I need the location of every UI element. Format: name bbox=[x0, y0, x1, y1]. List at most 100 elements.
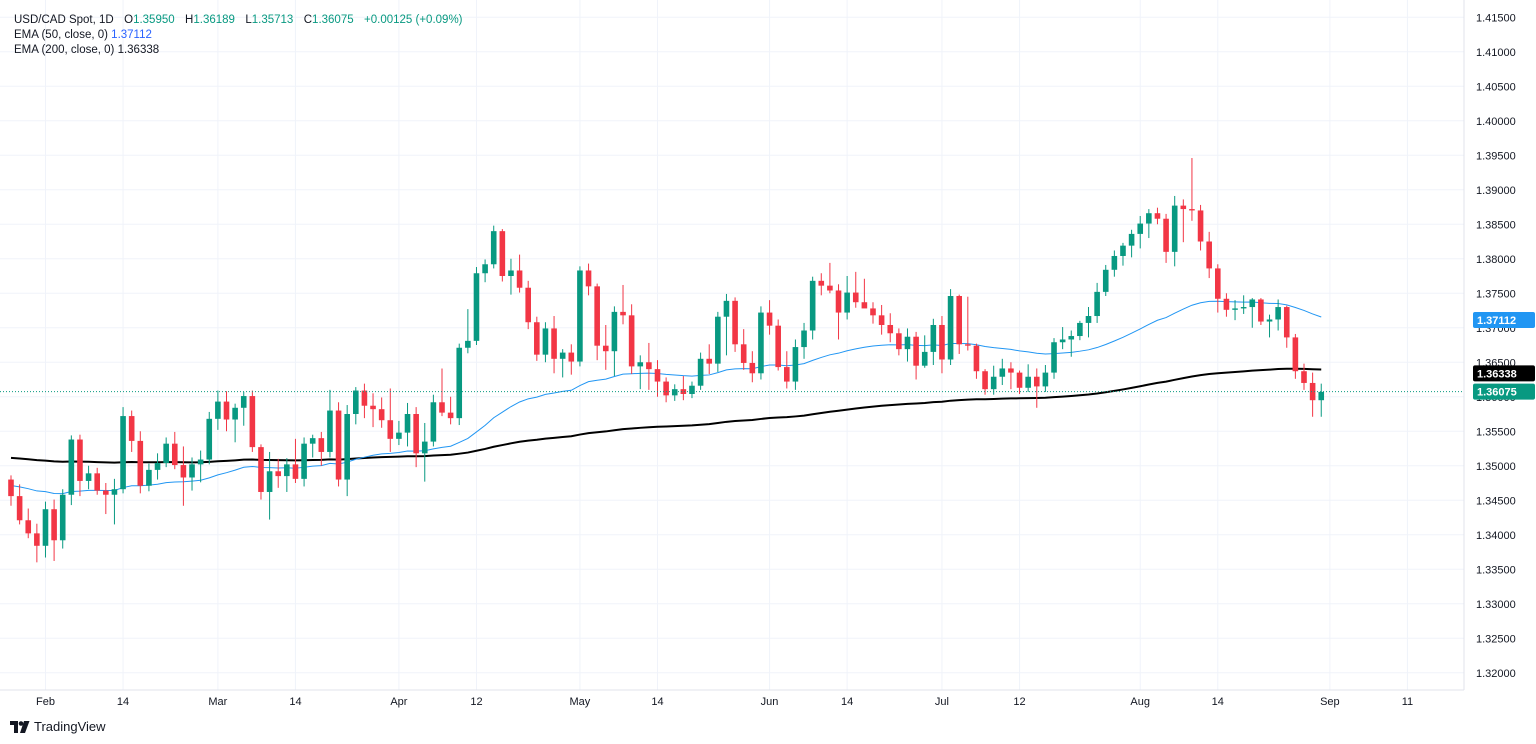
candle-body bbox=[827, 285, 833, 291]
x-tick-label: Aug bbox=[1130, 696, 1150, 708]
candle-body bbox=[706, 358, 713, 364]
candle bbox=[896, 328, 902, 356]
tradingview-logo[interactable]: TradingView bbox=[10, 719, 106, 734]
candle-body bbox=[508, 270, 514, 276]
candle-body bbox=[646, 362, 652, 370]
candle bbox=[25, 508, 32, 539]
candle bbox=[982, 369, 988, 395]
candle-body bbox=[111, 489, 118, 495]
y-tick-label: 1.35000 bbox=[1476, 461, 1516, 473]
candle-body bbox=[1292, 337, 1299, 372]
candle bbox=[525, 280, 531, 330]
close-label: C bbox=[303, 14, 313, 26]
candle bbox=[1258, 298, 1264, 325]
candle-body bbox=[982, 371, 988, 390]
candle-body bbox=[999, 368, 1006, 377]
candle-body bbox=[594, 286, 600, 346]
candle bbox=[628, 304, 635, 374]
grid bbox=[0, 0, 1464, 690]
candle bbox=[206, 411, 213, 465]
candle bbox=[361, 383, 368, 419]
candle-body bbox=[8, 479, 14, 497]
candle bbox=[749, 351, 756, 383]
candle bbox=[827, 262, 833, 294]
candle-body bbox=[766, 312, 773, 326]
candle-body bbox=[154, 462, 161, 470]
candle bbox=[42, 501, 49, 558]
candle bbox=[637, 355, 644, 390]
candle bbox=[1137, 215, 1144, 249]
candle bbox=[353, 387, 359, 425]
candle-body bbox=[1309, 382, 1316, 401]
candle bbox=[594, 283, 600, 361]
candle bbox=[732, 297, 738, 352]
candle bbox=[1033, 368, 1040, 408]
candle-body bbox=[344, 414, 350, 480]
x-tick-label: 14 bbox=[651, 696, 663, 708]
candle bbox=[1197, 204, 1204, 251]
ema50-badge: 1.37112 bbox=[1473, 312, 1535, 329]
candle-body bbox=[585, 270, 592, 287]
candle bbox=[249, 390, 256, 452]
candle-body bbox=[77, 439, 83, 481]
y-tick-label: 1.35500 bbox=[1476, 426, 1516, 438]
candle bbox=[404, 402, 411, 447]
candle-body bbox=[602, 345, 609, 352]
candle-body bbox=[387, 420, 394, 439]
legend: USD/CAD Spot, 1D O1.35950 H1.36189 L1.35… bbox=[14, 13, 463, 58]
candle bbox=[740, 329, 747, 370]
candle-body bbox=[947, 296, 954, 360]
candle bbox=[344, 405, 350, 497]
candle-body bbox=[1120, 245, 1126, 256]
candle bbox=[180, 446, 187, 506]
candle bbox=[887, 313, 894, 343]
candle-body bbox=[309, 438, 316, 444]
candle-body bbox=[146, 469, 152, 486]
ema50-row[interactable]: EMA (50, close, 0) 1.37112 bbox=[14, 28, 463, 43]
candle-body bbox=[835, 290, 842, 313]
candle bbox=[171, 431, 178, 470]
candle-body bbox=[654, 369, 661, 382]
candle bbox=[1016, 370, 1023, 394]
candle-body bbox=[137, 440, 144, 486]
candle-body bbox=[490, 231, 497, 265]
candle-body bbox=[896, 333, 902, 350]
candle-body bbox=[1223, 298, 1230, 310]
candle bbox=[1111, 250, 1118, 277]
candle bbox=[1266, 314, 1273, 338]
x-tick-label: Mar bbox=[208, 696, 227, 708]
ema50-badge-text: 1.37112 bbox=[1477, 315, 1516, 327]
last-price-badge-bg bbox=[1473, 383, 1535, 400]
open-label: O bbox=[124, 14, 134, 26]
candle-body bbox=[34, 533, 40, 546]
candle-body bbox=[85, 473, 92, 481]
candle-body bbox=[1059, 339, 1066, 343]
candle bbox=[154, 453, 161, 480]
candle-body bbox=[378, 409, 385, 421]
candle-body bbox=[68, 439, 75, 495]
candle bbox=[378, 397, 385, 428]
candle bbox=[465, 309, 471, 354]
last-price-badge: 1.36075 bbox=[1473, 383, 1535, 400]
candle-body bbox=[439, 402, 445, 413]
candle bbox=[818, 273, 825, 296]
ohlc-row: USD/CAD Spot, 1D O1.35950 H1.36189 L1.35… bbox=[14, 13, 463, 28]
high-value: 1.36189 bbox=[193, 14, 235, 26]
ema200-row[interactable]: EMA (200, close, 0) 1.36338 bbox=[14, 43, 463, 58]
candle-body bbox=[861, 302, 868, 309]
candle bbox=[542, 322, 549, 363]
candle-body bbox=[844, 292, 850, 313]
candle bbox=[671, 384, 678, 401]
low-label: L bbox=[245, 14, 252, 26]
candle-body bbox=[413, 414, 419, 454]
candle bbox=[1240, 295, 1247, 314]
symbol-label[interactable]: USD/CAD Spot, 1D bbox=[14, 14, 114, 26]
candle bbox=[473, 267, 480, 345]
candle bbox=[939, 316, 945, 374]
candle bbox=[163, 437, 169, 468]
candle-body bbox=[1258, 299, 1264, 322]
candle-body bbox=[1042, 372, 1049, 387]
candle-body bbox=[120, 416, 126, 490]
candle bbox=[1215, 264, 1221, 313]
